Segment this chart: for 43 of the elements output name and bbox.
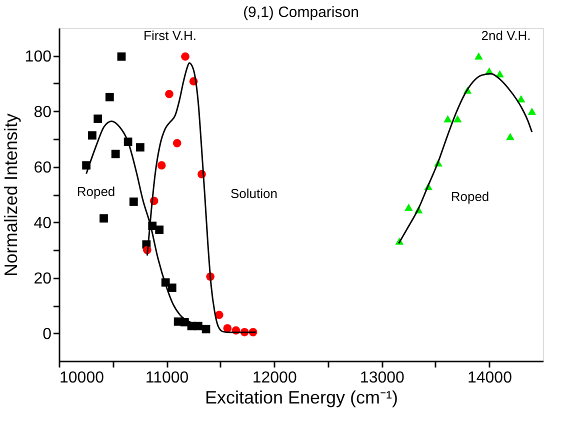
point [172, 138, 182, 148]
x-tick-label: 13000 [360, 370, 405, 386]
point [111, 150, 120, 158]
point [404, 204, 413, 211]
point [105, 92, 114, 102]
point [129, 198, 138, 206]
x-tick-label: 14000 [467, 370, 512, 386]
point [528, 108, 536, 115]
point [94, 114, 102, 123]
point [474, 52, 483, 60]
point [157, 161, 166, 170]
point [165, 90, 174, 98]
annotation: 2nd V.H. [481, 28, 531, 43]
point [223, 324, 232, 332]
point [444, 115, 452, 122]
point [506, 132, 514, 140]
point [496, 70, 504, 78]
y-tick-label: 0 [42, 326, 52, 343]
point [100, 214, 108, 223]
point [181, 52, 190, 61]
y-tick-label: 80 [34, 104, 52, 121]
annotation: Roped [450, 189, 490, 204]
point [117, 52, 126, 61]
y-tick-label: 60 [34, 159, 52, 176]
point [155, 226, 164, 234]
annotation: First V.H. [144, 28, 196, 43]
annotation: Solution [230, 186, 278, 201]
point [136, 143, 144, 152]
x-tick-label: 12000 [252, 370, 297, 386]
point [453, 115, 462, 122]
x-tick-label: 11000 [145, 370, 189, 386]
point [168, 284, 176, 292]
point [88, 131, 96, 140]
x-tick-label: 10000 [60, 370, 104, 386]
y-tick-label: 20 [34, 270, 52, 288]
y-axis-title: Normalized Intensity [0, 113, 21, 277]
chart-title: (9,1) Comparison [243, 4, 359, 21]
y-tick-label: 40 [34, 214, 52, 232]
x-axis-title: Excitation Energy (cm⁻¹) [204, 388, 398, 408]
annotation: Roped [76, 184, 116, 199]
point [516, 95, 526, 102]
point [214, 310, 224, 320]
y-tick-label: 100 [24, 48, 52, 66]
